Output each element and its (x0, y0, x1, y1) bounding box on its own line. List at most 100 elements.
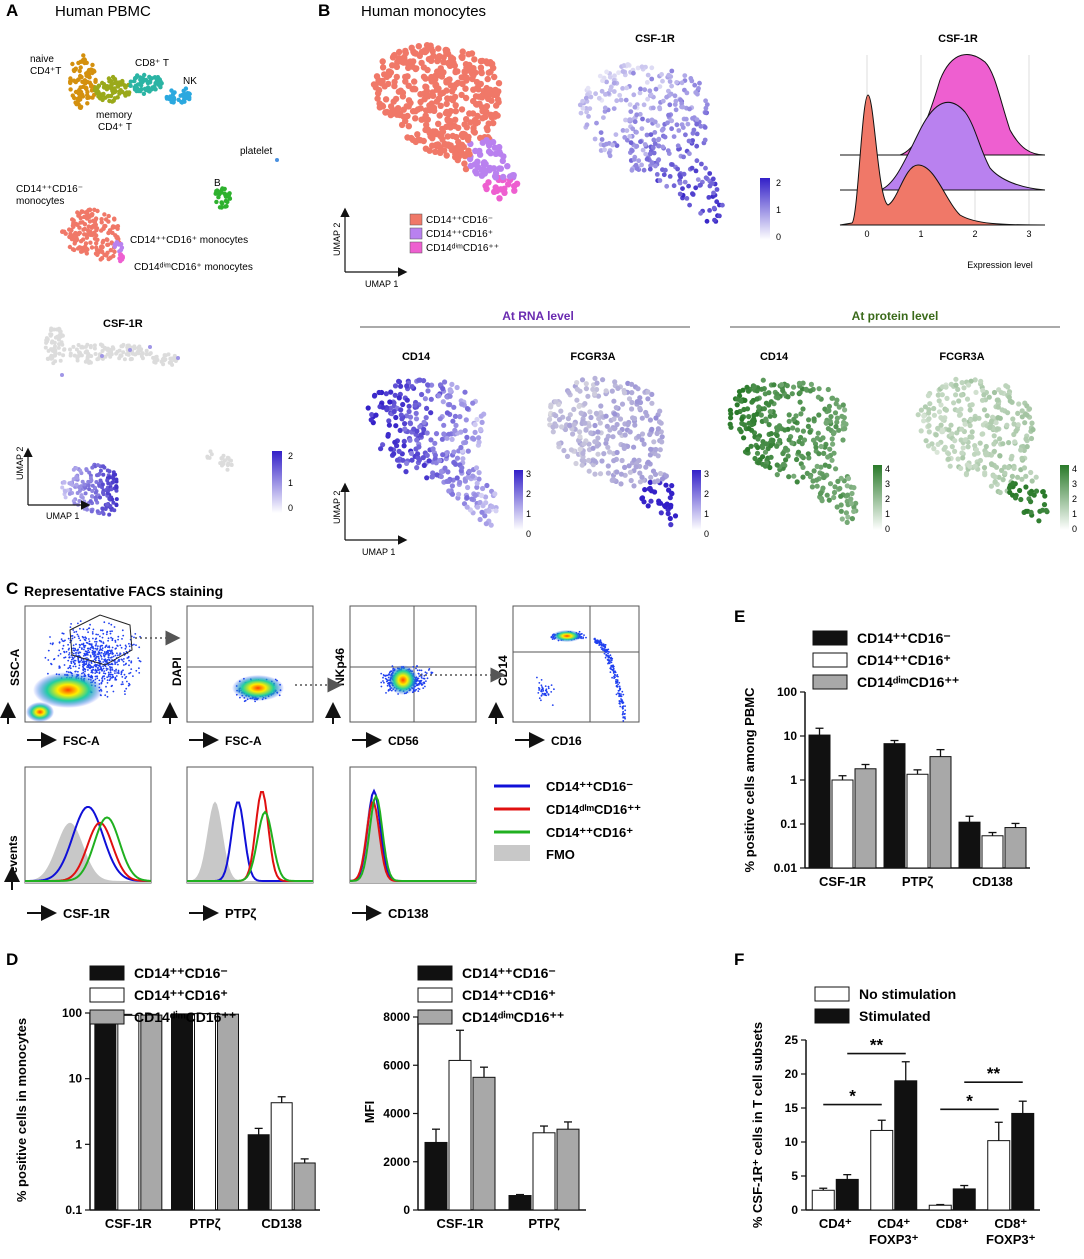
colorbar-tick-0-1: 2 (526, 489, 531, 499)
panel-letter-a: A (6, 1, 18, 20)
marker-umap-dot-3 (969, 402, 975, 408)
marker-umap-dot-3 (1024, 444, 1030, 450)
facs-event-dot (615, 693, 618, 696)
marker-umap-dot-3 (996, 474, 1002, 480)
cluster-classical-dot (87, 219, 93, 224)
label-classical: CD14⁺⁺CD16⁻ (16, 184, 83, 195)
marker-umap-dot-3 (1009, 453, 1015, 459)
marker-umap-dot-3 (939, 427, 945, 433)
facs-event-dot (98, 679, 101, 682)
marker-umap-dot-2 (760, 454, 766, 460)
csf-monocyte-dot (106, 488, 111, 493)
cluster-cd8-dot (153, 80, 158, 86)
umap-b-csf-dot (647, 166, 653, 172)
marker-umap-dot-2 (756, 460, 762, 466)
umap-b-csf-dot (634, 129, 639, 135)
marker-umap-dot-2 (807, 474, 814, 480)
umap-b-dot (458, 74, 465, 81)
marker-umap-dot-3 (923, 438, 929, 444)
marker-umap-dot-3 (1018, 447, 1024, 453)
marker-umap-dot-0 (406, 403, 412, 409)
marker-umap-dot-1 (610, 434, 616, 440)
facs-event-dot (109, 632, 112, 635)
marker-umap-dot-1 (622, 432, 628, 438)
cluster-b-dot (214, 199, 219, 205)
marker-umap-dot-0 (407, 420, 413, 426)
marker-umap-dot-0 (466, 468, 472, 474)
facs-event-dot (113, 660, 116, 662)
marker-umap-dot-0 (426, 458, 432, 464)
marker-umap-dot-2 (844, 483, 850, 489)
facs-event-dot (111, 684, 113, 687)
marker-umap-dot-3 (1029, 478, 1035, 484)
marker-umap-dot-0 (440, 452, 446, 458)
facs-event-dot (92, 668, 95, 671)
marker-umap-dot-1 (595, 451, 601, 457)
csf-monocyte-dot (101, 464, 106, 469)
facs-event-dot (97, 645, 99, 647)
umap-b-csf-dot (709, 181, 715, 186)
marker-umap-dot-0 (434, 472, 440, 478)
umap-b-csf-dot (645, 72, 651, 78)
csf-negative-dot (92, 346, 97, 351)
marker-umap-dot-3 (990, 473, 996, 479)
umap-b-csf-dot (584, 122, 590, 128)
facs-event-dot (120, 683, 123, 686)
marker-umap-dot-0 (403, 469, 409, 475)
csf-negative-dot (58, 358, 63, 363)
csf-monocyte-dot (107, 475, 112, 480)
marker-umap-dot-1 (663, 473, 670, 479)
marker-umap-dot-3 (1010, 480, 1016, 486)
umap-b-csf-dot (704, 102, 710, 107)
umap-b-dot (436, 148, 443, 156)
marker-umap-dot-1 (653, 446, 659, 453)
marker-umap-dot-3 (947, 463, 953, 469)
legend-nonclassical: CD14ᵈⁱᵐCD16⁺⁺ (426, 243, 499, 254)
marker-umap-dot-2 (759, 444, 766, 451)
marker-umap-dot-0 (441, 422, 447, 428)
umap-b-csf-dot (636, 158, 642, 164)
facs-ylabel-2: NKp46 (333, 648, 347, 686)
marker-umap-dot-0 (484, 482, 490, 489)
cluster-naive-cd4-dot (84, 60, 89, 65)
csf-monocyte-dot (95, 463, 100, 468)
marker-umap-dot-1 (600, 377, 606, 383)
facs-event-dot (106, 682, 109, 684)
marker-umap-dot-1 (558, 408, 564, 414)
facs-event-dot (74, 647, 76, 650)
csf-monocyte-dot (107, 496, 112, 501)
marker-umap-dot-1 (579, 462, 585, 468)
facs-event-dot (51, 643, 54, 646)
marker-umap-dot-3 (1040, 489, 1046, 495)
marker-umap-dot-2 (774, 443, 780, 449)
marker-umap-dot-3 (1033, 488, 1040, 494)
cluster-platelet-dot (275, 158, 279, 162)
legend-swatch-nonclassical (409, 241, 423, 254)
marker-umap-dot-3 (995, 404, 1001, 410)
facs-event-dot (110, 656, 112, 659)
facs-event-dot (123, 673, 126, 676)
marker-umap-dot-1 (637, 405, 643, 411)
facs-event-dot (426, 677, 429, 680)
marker-umap-dot-0 (428, 410, 434, 416)
facs-event-dot (126, 680, 128, 683)
umap-b-csf-dot (678, 174, 683, 180)
colorbar-rna-cd14 (514, 470, 523, 530)
pbmc-umap (60, 53, 279, 264)
umap-b-dot (437, 102, 444, 110)
marker-umap-dot-2 (827, 481, 834, 487)
marker-umap-dot-2 (828, 414, 834, 420)
marker-umap-dot-0 (486, 508, 492, 514)
umap-b-csf-dot (604, 79, 609, 85)
facs-event-dot (128, 659, 131, 662)
colorbar-tick-3-0: 4 (1072, 464, 1077, 474)
marker-umap-dot-0 (452, 413, 458, 419)
facs-event-dot (95, 640, 98, 643)
facs-event-dot (89, 623, 91, 626)
marker-umap-dot-3 (921, 418, 927, 424)
marker-umap-dot-1 (611, 426, 618, 432)
csf-positive-dot (176, 356, 180, 360)
umap-b-dot (411, 78, 418, 85)
facs-event-dot (93, 655, 95, 657)
umap-b-dot (409, 108, 417, 115)
